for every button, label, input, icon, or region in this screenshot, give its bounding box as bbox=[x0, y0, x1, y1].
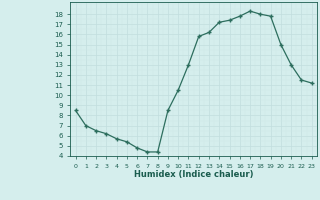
X-axis label: Humidex (Indice chaleur): Humidex (Indice chaleur) bbox=[134, 170, 253, 179]
